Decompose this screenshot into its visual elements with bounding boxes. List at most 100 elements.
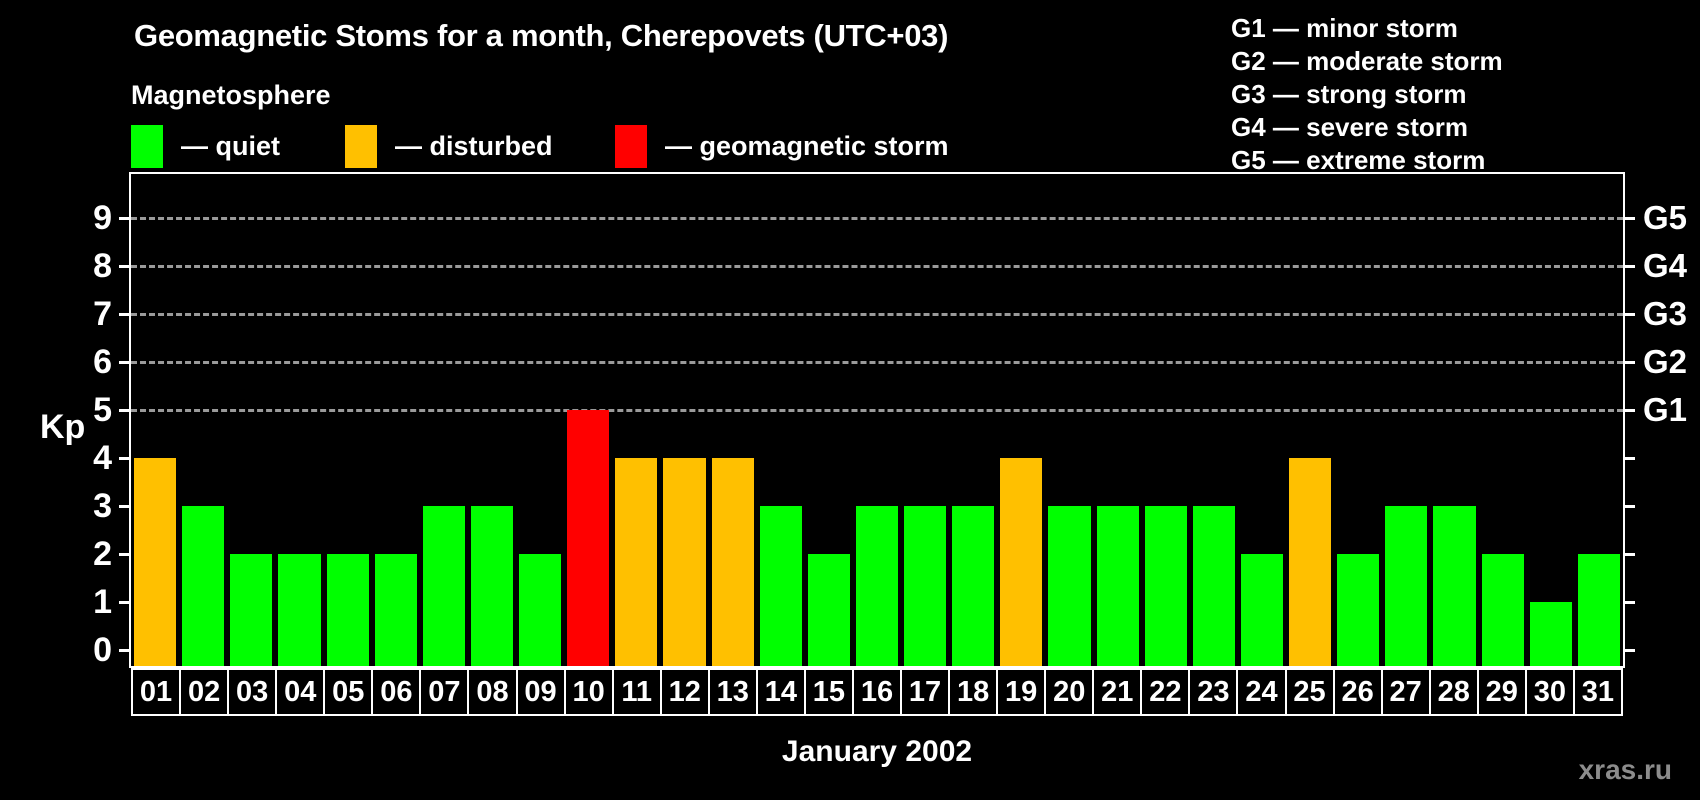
- day-label-08: 08: [467, 668, 518, 716]
- bar-day-09: [519, 554, 562, 666]
- legend-item-quiet: — quiet: [131, 124, 280, 168]
- bar-day-21: [1096, 506, 1139, 666]
- gridline-kp9: [131, 217, 1623, 220]
- plot-area: [119, 172, 1635, 668]
- day-label-16: 16: [851, 668, 902, 716]
- left-tick-kp1: [119, 601, 129, 604]
- bar-day-28: [1433, 506, 1476, 666]
- left-tick-kp5: [119, 409, 129, 412]
- right-tick-kp7: [1625, 313, 1635, 316]
- right-axis-label-g3: G3: [1643, 295, 1688, 332]
- legend-item-storm: — geomagnetic storm: [615, 124, 949, 168]
- legend-swatch-disturbed: [345, 124, 377, 168]
- day-label-10: 10: [563, 668, 614, 716]
- legend-item-disturbed: — disturbed: [345, 124, 553, 168]
- bar-day-10: [567, 410, 610, 666]
- bar-day-24: [1240, 554, 1284, 666]
- y-axis-title: Kp: [40, 408, 86, 446]
- right-axis-label-g5: G5: [1643, 199, 1688, 236]
- bar-day-26: [1337, 554, 1380, 666]
- magnetosphere-legend-heading: Magnetosphere: [131, 80, 331, 110]
- day-label-19: 19: [996, 668, 1047, 716]
- g-legend-line-g4: G4 — severe storm: [1231, 112, 1469, 142]
- bar-day-25: [1289, 458, 1332, 666]
- bar-day-11: [615, 458, 658, 666]
- x-axis-title: January 2002: [781, 735, 973, 768]
- day-label-12: 12: [659, 668, 710, 716]
- g-legend-line-g1: G1 — minor storm: [1231, 13, 1458, 43]
- day-label-18: 18: [948, 668, 999, 716]
- day-label-25: 25: [1284, 668, 1335, 716]
- day-label-23: 23: [1188, 668, 1239, 716]
- gridline-kp8: [131, 265, 1623, 268]
- y-tick-label-3: 3: [93, 487, 112, 525]
- y-tick-label-5: 5: [93, 391, 112, 429]
- bar-day-03: [230, 554, 273, 666]
- left-tick-kp2: [119, 553, 129, 556]
- right-tick-kp2: [1625, 553, 1635, 556]
- day-label-06: 06: [371, 668, 422, 716]
- left-tick-kp0: [119, 649, 129, 652]
- chart-title: Geomagnetic Stoms for a month, Cherepove…: [134, 18, 949, 53]
- legend-label-quiet: — quiet: [181, 130, 280, 161]
- bar-day-01: [134, 458, 177, 666]
- gridline-kp6: [131, 361, 1623, 364]
- right-tick-kp4: [1625, 457, 1635, 460]
- left-tick-kp3: [119, 505, 129, 508]
- day-label-05: 05: [323, 668, 374, 716]
- legend-swatch-storm: [615, 124, 647, 168]
- bar-day-29: [1481, 554, 1524, 666]
- bar-day-23: [1192, 506, 1235, 666]
- day-label-04: 04: [275, 668, 326, 716]
- day-label-15: 15: [803, 668, 854, 716]
- day-label-03: 03: [227, 668, 278, 716]
- right-tick-kp0: [1625, 649, 1635, 652]
- y-tick-label-4: 4: [93, 439, 112, 477]
- day-label-27: 27: [1380, 668, 1431, 716]
- bar-day-27: [1385, 506, 1428, 666]
- bar-day-08: [470, 506, 514, 666]
- left-tick-kp4: [119, 457, 129, 460]
- day-label-21: 21: [1092, 668, 1143, 716]
- y-tick-label-0: 0: [93, 631, 112, 669]
- y-tick-label-6: 6: [93, 343, 112, 381]
- day-label-14: 14: [755, 668, 806, 716]
- bar-day-06: [374, 554, 417, 666]
- bar-day-22: [1144, 506, 1187, 666]
- bar-day-17: [904, 506, 947, 666]
- day-label-02: 02: [179, 668, 230, 716]
- g-legend-line-g3: G3 — strong storm: [1231, 79, 1467, 109]
- right-tick-kp6: [1625, 361, 1635, 364]
- right-axis-label-g2: G2: [1643, 343, 1688, 380]
- bar-day-31: [1577, 554, 1620, 666]
- right-tick-kp5: [1625, 409, 1635, 412]
- legend-swatch-quiet: [131, 124, 163, 168]
- left-tick-kp8: [119, 265, 129, 268]
- y-tick-label-1: 1: [93, 583, 112, 621]
- right-axis-label-g1: G1: [1643, 391, 1688, 428]
- day-label-17: 17: [900, 668, 951, 716]
- g-legend-line-g2: G2 — moderate storm: [1231, 46, 1503, 76]
- day-label-30: 30: [1524, 668, 1575, 716]
- day-label-11: 11: [611, 668, 662, 716]
- right-tick-kp8: [1625, 265, 1635, 268]
- day-label-28: 28: [1428, 668, 1479, 716]
- bar-day-02: [182, 506, 225, 666]
- right-tick-kp3: [1625, 505, 1635, 508]
- bar-day-20: [1048, 506, 1091, 666]
- bar-day-16: [855, 506, 899, 666]
- watermark: xras.ru: [1578, 754, 1672, 785]
- bar-day-12: [663, 458, 706, 666]
- legend-label-disturbed: — disturbed: [395, 130, 553, 161]
- bar-day-05: [326, 554, 369, 666]
- legend-label-storm: — geomagnetic storm: [665, 130, 949, 161]
- bar-day-13: [711, 458, 754, 666]
- bar-day-30: [1529, 602, 1572, 666]
- day-label-26: 26: [1332, 668, 1383, 716]
- left-tick-kp9: [119, 217, 129, 220]
- day-label-07: 07: [419, 668, 470, 716]
- bar-day-14: [759, 506, 802, 666]
- day-label-09: 09: [515, 668, 566, 716]
- day-label-01: 01: [131, 668, 182, 716]
- day-label-22: 22: [1140, 668, 1191, 716]
